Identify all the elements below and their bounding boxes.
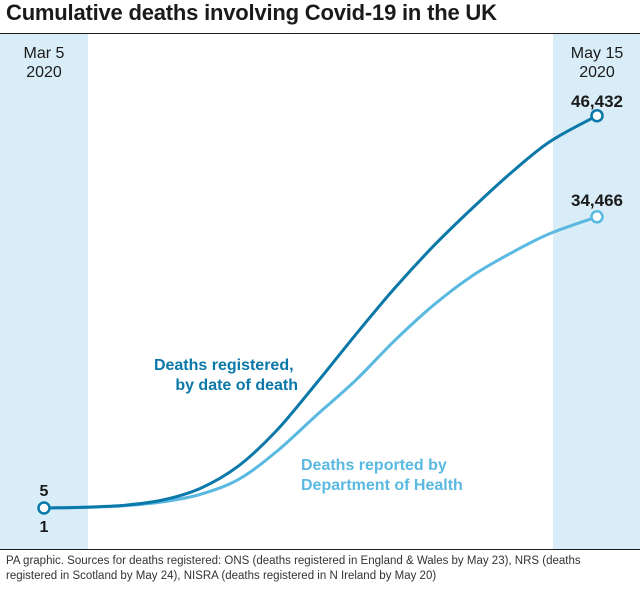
chart-title: Cumulative deaths involving Covid-19 in …: [6, 0, 497, 25]
end-month-label: May 15: [571, 45, 624, 62]
source-note: PA graphic. Sources for deaths registere…: [6, 555, 581, 582]
end-point-registered: [590, 108, 604, 123]
end-value-reported: 34,466: [571, 191, 623, 210]
series-label-registered-line2: by date of death: [175, 377, 298, 394]
start-point-marker: [37, 501, 51, 515]
end-point-reported: [590, 210, 604, 224]
start-date-band: [0, 34, 88, 549]
end-value-registered: 46,432: [571, 92, 623, 111]
start-year-label: 2020: [26, 64, 62, 81]
series-label-registered-line1: Deaths registered,: [154, 357, 294, 374]
line-chart: Mar 5 2020 May 15 2020 5 1 46,432 34,466…: [0, 34, 640, 549]
start-value-registered: 5: [40, 483, 49, 500]
series-label-reported-line2: Department of Health: [301, 477, 463, 494]
series-label-registered: Deaths registered, by date of death: [154, 357, 298, 394]
footer-divider: [0, 549, 640, 550]
series-line-registered: [42, 114, 599, 510]
start-month-label: Mar 5: [24, 45, 65, 62]
start-value-reported: 1: [40, 519, 49, 536]
series-label-reported: Deaths reported by Department of Health: [301, 457, 463, 494]
series-label-reported-line1: Deaths reported by: [301, 457, 447, 474]
end-year-label: 2020: [579, 64, 615, 81]
title-divider: [0, 33, 640, 34]
